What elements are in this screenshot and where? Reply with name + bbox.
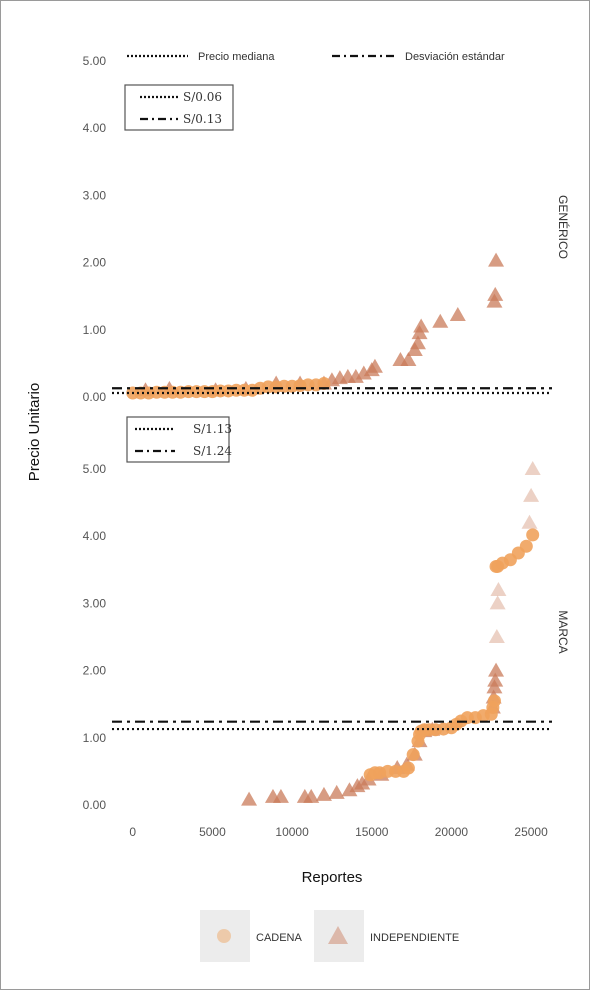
reference-lines: [112, 387, 552, 731]
y-tick-labels: 0.00 1.00 2.00 3.00 4.00 5.00 0.00 1.00 2.00 3.00…: [83, 54, 107, 812]
facet-label-marca: MARCA: [556, 610, 570, 653]
cadena-point: [519, 539, 533, 553]
legend-label-independiente: INDEPENDIENTE: [370, 932, 459, 944]
x-tick-label: 10000: [275, 825, 309, 839]
cadena-point: [487, 694, 501, 708]
cadena-point: [406, 748, 420, 762]
independiente-point: [523, 487, 540, 502]
independiente-point: [303, 788, 320, 803]
independiente-point: [341, 782, 358, 797]
legend-key-bg-cadena: [200, 910, 250, 962]
panel-2-median-value: S/1.13: [193, 422, 232, 436]
independiente-point: [488, 252, 505, 267]
y-tick-label: 0.00: [83, 390, 107, 404]
independiente-point: [432, 313, 449, 328]
panel-1-value-box: S/0.06 S/0.13: [124, 84, 234, 131]
independiente-point: [409, 335, 426, 350]
x-tick-label: 15000: [355, 825, 389, 839]
y-tick-label: 4.00: [83, 121, 107, 135]
x-axis-title: Reportes: [302, 869, 363, 886]
x-tick-label: 0: [129, 825, 136, 839]
independiente-point: [521, 514, 538, 529]
panel-1-median-value: S/0.06: [183, 90, 222, 104]
independiente-point: [400, 352, 417, 367]
x-tick-label: 5000: [199, 825, 226, 839]
y-tick-label: 2.00: [83, 256, 107, 270]
independiente-point: [241, 791, 258, 806]
y-tick-label: 1.00: [83, 731, 107, 745]
y-tick-label: 0.00: [83, 798, 107, 812]
y-axis-title: Precio Unitario: [26, 383, 43, 481]
independiente-point: [413, 318, 430, 333]
y-tick-label: 4.00: [83, 529, 107, 543]
independiente-point: [366, 358, 383, 373]
legend-key-bg-independiente: [314, 910, 364, 962]
independiente-point: [328, 784, 345, 799]
x-tick-label: 25000: [514, 825, 548, 839]
y-tick-label: 3.00: [83, 188, 107, 202]
y-tick-label: 5.00: [83, 54, 107, 68]
y-tick-label: 2.00: [83, 664, 107, 678]
legend-label-cadena: CADENA: [256, 932, 303, 944]
panel-1-value-box-border: [124, 84, 234, 131]
sd-legend-label: Desviación estándar: [405, 51, 505, 63]
cadena-point: [401, 761, 415, 775]
independiente-point: [524, 461, 541, 475]
cadena-point: [317, 377, 331, 391]
y-tick-label: 3.00: [83, 596, 107, 610]
facet-label-generico: GENÉRICO: [556, 195, 571, 259]
x-tick-label: 20000: [435, 825, 469, 839]
panel-2-sd-value: S/1.24: [193, 444, 232, 458]
line-type-legend: Precio mediana Desviación estándar: [127, 51, 505, 63]
median-legend-label: Precio mediana: [198, 51, 275, 63]
independiente-point: [487, 672, 504, 687]
independiente-point: [272, 788, 289, 803]
independiente-point: [354, 775, 371, 790]
legend-triangle-icon: [328, 926, 348, 944]
independiente-point: [490, 581, 507, 596]
data-markers: [126, 252, 541, 806]
x-tick-labels: 0 5000 10000 15000 20000 25000: [129, 825, 548, 839]
cadena-point: [526, 528, 540, 542]
panel-2-value-box: S/1.13 S/1.24: [126, 416, 232, 463]
independiente-point: [487, 286, 504, 301]
independiente-point: [489, 595, 506, 610]
independiente-point: [488, 662, 505, 677]
y-tick-label: 5.00: [83, 462, 107, 476]
panel-2-value-box-border: [126, 416, 230, 463]
shape-legend: CADENA INDEPENDIENTE: [200, 910, 459, 962]
panel-1-sd-value: S/0.13: [183, 112, 222, 126]
independiente-point: [315, 786, 332, 801]
legend-circle-icon: [217, 929, 231, 943]
independiente-point: [449, 307, 466, 322]
independiente-point: [488, 629, 505, 643]
y-tick-label: 1.00: [83, 323, 107, 337]
